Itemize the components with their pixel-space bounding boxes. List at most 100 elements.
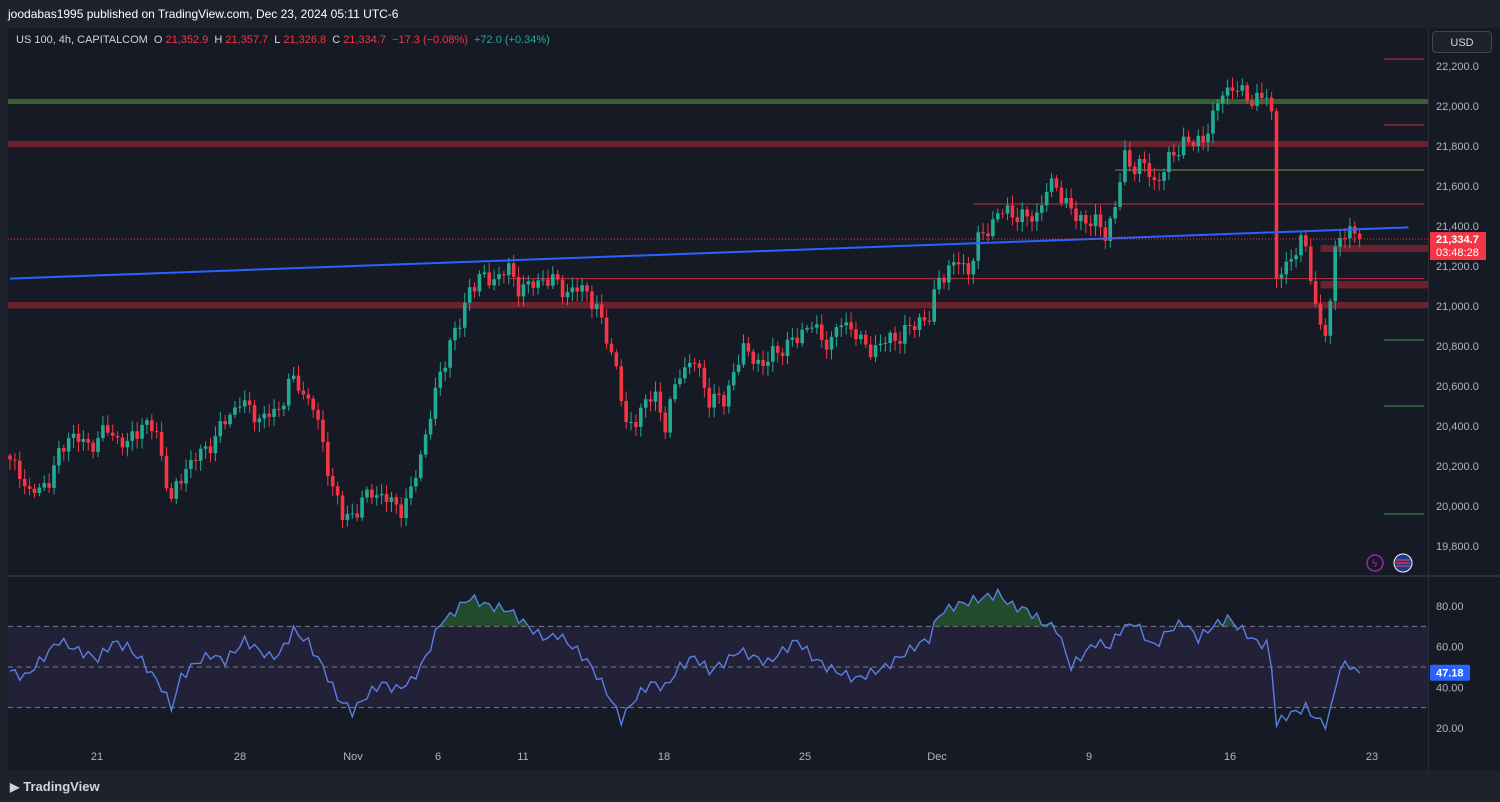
candle-down <box>370 489 374 498</box>
candle-down <box>159 431 164 456</box>
legend-close: 21,334.7 <box>343 34 387 46</box>
candle-up <box>213 436 218 454</box>
candle-up <box>1216 103 1220 111</box>
candle-down <box>560 279 565 298</box>
price-axis[interactable] <box>1428 28 1500 770</box>
zone-red <box>1320 281 1428 289</box>
candle-down <box>1308 246 1313 282</box>
time-tick-label: 18 <box>658 751 670 763</box>
tradingview-logo[interactable]: ▶ TradingView <box>10 779 100 794</box>
candle-down <box>340 495 345 520</box>
candle-up <box>903 325 907 344</box>
candle-up <box>570 287 575 293</box>
rsi-tick-label: 80.00 <box>1436 601 1464 613</box>
candle-down <box>47 483 51 488</box>
candle-up <box>1118 182 1122 208</box>
candle-up <box>1255 92 1259 106</box>
candle-down <box>267 413 271 417</box>
zone-red <box>8 302 1428 309</box>
candle-down <box>555 274 560 280</box>
tradingview-logo-icon: ▶ <box>10 779 20 794</box>
candle-down <box>907 325 912 327</box>
candle-down <box>1157 179 1161 181</box>
last-price-tag <box>1430 232 1486 261</box>
candle-up <box>937 277 941 290</box>
candle-down <box>575 287 580 292</box>
price-tick-label: 22,000.0 <box>1436 101 1479 113</box>
candle-up <box>653 391 658 402</box>
candle-up <box>785 339 790 356</box>
candle-up <box>433 387 438 419</box>
candle-down <box>516 276 521 297</box>
candle-up <box>673 384 677 400</box>
candle-up <box>130 431 135 441</box>
candle-down <box>394 497 399 505</box>
candle-up <box>233 407 237 415</box>
candle-down <box>1132 166 1137 175</box>
candle-down <box>1250 100 1254 106</box>
candle-down <box>1088 223 1093 227</box>
candle-up <box>389 497 394 502</box>
candle-up <box>174 481 179 499</box>
candle-up <box>1279 274 1284 279</box>
candle-up <box>829 336 834 350</box>
candle-up <box>917 317 922 330</box>
candle-down <box>13 459 17 461</box>
candle-up <box>203 446 208 449</box>
candle-up <box>482 272 487 275</box>
candle-up <box>878 343 883 346</box>
candle-up <box>37 487 42 493</box>
time-tick-label: 25 <box>799 751 811 763</box>
candle-up <box>1328 301 1333 336</box>
candle-down <box>86 438 91 443</box>
candle-up <box>1264 97 1269 99</box>
candle-down <box>1318 303 1323 325</box>
time-tick-label: 28 <box>234 751 246 763</box>
candle-down <box>330 476 335 487</box>
candle-down <box>585 285 589 292</box>
rsi-overbought-fill <box>293 589 1248 627</box>
candle-down <box>1152 177 1157 180</box>
candle-down <box>326 441 330 477</box>
currency-button[interactable]: USD <box>1432 31 1492 53</box>
candle-down <box>614 352 619 367</box>
candle-down <box>27 486 32 489</box>
candle-down <box>692 362 697 364</box>
candle-up <box>839 325 844 328</box>
candle-up <box>101 425 105 439</box>
candle-down <box>648 399 653 402</box>
candle-down <box>898 340 902 344</box>
candle-up <box>1211 110 1215 134</box>
candle-up <box>1240 85 1245 91</box>
candle-down <box>707 387 712 408</box>
candle-down <box>981 232 985 234</box>
candle-up <box>1137 159 1142 175</box>
candle-down <box>150 420 154 432</box>
candle-up <box>414 477 418 487</box>
price-tick-label: 21,600.0 <box>1436 181 1479 193</box>
candle-up <box>712 393 716 408</box>
candle-down <box>780 352 785 356</box>
candle-up <box>404 498 408 519</box>
candle-down <box>106 425 110 433</box>
legend-symbol[interactable]: US 100, 4h, CAPITALCOM <box>16 34 148 46</box>
candle-down <box>1304 235 1308 247</box>
candle-down <box>702 367 707 388</box>
candle-down <box>487 272 492 286</box>
rsi-panel <box>8 587 1428 732</box>
candle-up <box>1049 178 1054 192</box>
candle-down <box>115 435 120 438</box>
candle-up <box>379 493 384 496</box>
publisher-line: joodabas1995 published on TradingView.co… <box>8 7 399 21</box>
price-tick-label: 21,400.0 <box>1436 221 1479 233</box>
candle-up <box>766 361 770 367</box>
candle-down <box>301 390 306 395</box>
candle-down <box>599 304 604 318</box>
candle-up <box>1123 150 1127 183</box>
candle-down <box>32 488 37 493</box>
candle-down <box>863 334 868 345</box>
candle-down <box>1357 233 1362 239</box>
candle-up <box>521 284 526 297</box>
candle-down <box>658 391 663 413</box>
